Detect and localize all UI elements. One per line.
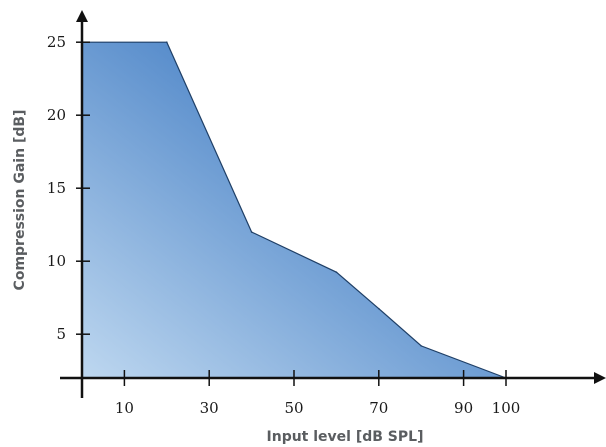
gain-area xyxy=(82,42,506,378)
y-tick-label: 25 xyxy=(47,33,66,51)
ticks: 10 30 50 70 90 100 5 10 15 20 25 xyxy=(47,33,520,417)
gain-point xyxy=(335,271,338,273)
gain-point xyxy=(420,345,423,347)
x-tick-label: 50 xyxy=(284,399,303,417)
y-tick-label: 20 xyxy=(47,106,66,124)
x-tick-label: 30 xyxy=(200,399,219,417)
y-axis-title: Compression Gain [dB] xyxy=(12,110,28,291)
x-tick-label: 100 xyxy=(492,399,521,417)
y-axis-arrow-icon xyxy=(76,10,88,22)
x-axis-arrow-icon xyxy=(594,372,606,384)
y-tick-label: 15 xyxy=(47,179,66,197)
y-tick-label: 10 xyxy=(47,252,66,270)
x-tick-label: 90 xyxy=(454,399,473,417)
x-tick-label: 10 xyxy=(115,399,134,417)
x-tick-label: 70 xyxy=(369,399,388,417)
y-tick-label: 5 xyxy=(56,325,66,343)
x-axis-title: Input level [dB SPL] xyxy=(267,429,424,445)
gain-point xyxy=(250,231,253,233)
gain-point xyxy=(378,307,380,310)
plot-area xyxy=(81,41,507,379)
gain-point xyxy=(166,41,168,43)
